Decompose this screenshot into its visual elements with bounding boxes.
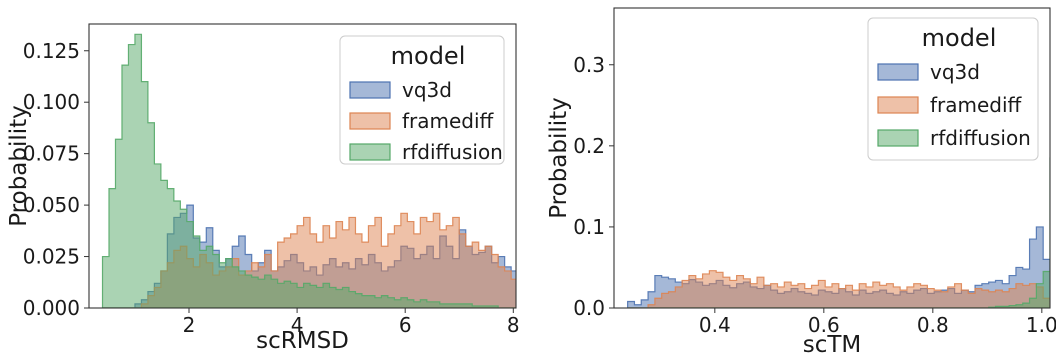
histogram-framediff <box>627 270 1050 308</box>
axes-frame <box>613 7 1051 309</box>
y-tick-label: 0.000 <box>23 296 80 320</box>
x-tick-label: 0.8 <box>917 313 949 337</box>
x-axis-label: scTM <box>803 332 862 358</box>
y-tick-label: 0.2 <box>573 134 605 158</box>
legend-box <box>867 17 1039 161</box>
x-tick-label: 0.4 <box>699 313 731 337</box>
legend-label-vq3d: vq3d <box>402 78 452 102</box>
plot-area <box>101 33 516 308</box>
legend-swatch-rfdiffusion <box>877 129 919 147</box>
y-tick-label: 0.3 <box>573 53 605 77</box>
x-axis-label: scRMSD <box>256 328 349 354</box>
y-tick-label: 0.1 <box>573 215 605 239</box>
x-tick-label: 6 <box>399 313 412 337</box>
legend-label-vq3d: vq3d <box>930 60 980 84</box>
y-axis-label: Probability <box>6 105 32 227</box>
legend-title: model <box>391 42 466 70</box>
legend: model vq3d framediff rfdiffusion <box>867 17 1039 161</box>
plot-area <box>627 157 1050 308</box>
legend-swatch-framediff <box>877 96 919 114</box>
y-tick-label: 0.075 <box>23 142 80 166</box>
legend-title: model <box>922 24 997 52</box>
legend-label-framediff: framediff <box>930 93 1023 117</box>
legend-swatch-framediff <box>349 112 391 130</box>
x-tick-label: 2 <box>183 313 196 337</box>
y-tick-label: 0.0 <box>573 296 605 320</box>
y-axis-label: Probability <box>546 97 572 219</box>
x-tick-label: 8 <box>507 313 520 337</box>
legend-label-framediff: framediff <box>402 109 495 133</box>
x-tick-label: 1.0 <box>1026 313 1056 337</box>
y-tick-label: 0.125 <box>23 39 80 63</box>
axes-frame <box>88 23 517 309</box>
scrmsd-histogram-panel: 2 4 6 8 0.000 0.025 0.050 0.075 0.100 0.125 scRMSD… <box>6 23 520 354</box>
y-tick-label: 0.100 <box>23 90 80 114</box>
x-tick-label: 4 <box>291 313 304 337</box>
legend: model vq3d framediff rfdiffusion <box>339 35 505 165</box>
histogram-rfdiffusion <box>627 157 1050 308</box>
y-tick-label: 0.025 <box>23 245 80 269</box>
y-tick-label: 0.050 <box>23 193 80 217</box>
legend-swatch-vq3d <box>349 81 391 99</box>
legend-label-rfdiffusion: rfdiffusion <box>402 140 503 164</box>
legend-box <box>339 35 505 165</box>
histogram-rfdiffusion <box>101 33 516 308</box>
x-tick-label: 0.6 <box>808 313 840 337</box>
legend-swatch-vq3d <box>877 63 919 81</box>
legend-swatch-rfdiffusion <box>349 143 391 161</box>
legend-label-rfdiffusion: rfdiffusion <box>930 126 1031 150</box>
sctm-histogram-panel: 0.4 0.6 0.8 1.0 0.0 0.1 0.2 0.3 scTM Probability m… <box>546 7 1056 358</box>
